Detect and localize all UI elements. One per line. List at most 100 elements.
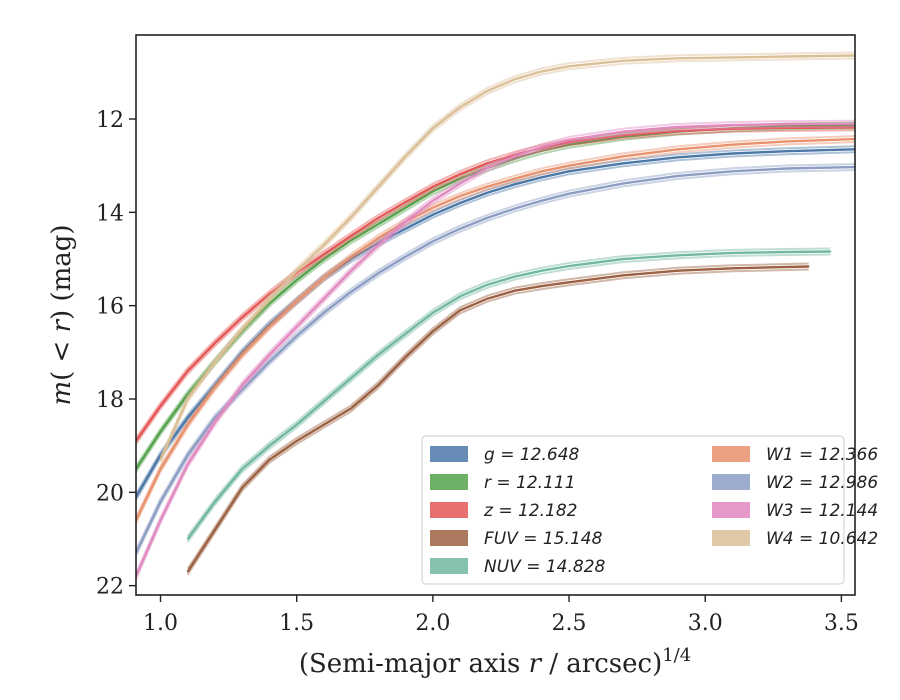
series-point (731, 267, 734, 270)
series-point (268, 293, 271, 295)
series-point (159, 454, 162, 456)
series-point (214, 360, 216, 363)
series-point (350, 234, 352, 237)
series-band-edge (159, 51, 855, 458)
series-point (268, 444, 271, 447)
series-point (432, 190, 434, 193)
series-point (540, 70, 543, 73)
series-point (404, 255, 407, 258)
x-tick-label: 1.0 (143, 611, 178, 636)
legend-swatch (430, 474, 468, 490)
series-point (786, 127, 788, 129)
series-point (241, 468, 244, 470)
series-point (350, 377, 352, 379)
series-point (622, 130, 625, 133)
series-point (807, 265, 810, 268)
series-point (214, 421, 216, 424)
series-point (377, 384, 380, 386)
x-tick-label: 1.5 (279, 611, 314, 636)
series-point (268, 325, 271, 328)
series-point (377, 272, 380, 274)
series-point (214, 386, 216, 389)
series-point (159, 458, 162, 461)
series-point (186, 393, 189, 396)
series-layer (136, 51, 855, 580)
series-point (486, 217, 489, 219)
series-point (186, 454, 189, 456)
x-axis-ticks: 1.0 1.5 2.0 2.5 3.0 3.5 (143, 595, 859, 636)
series-line (136, 148, 855, 498)
series-point (241, 384, 244, 386)
series-point (540, 269, 543, 272)
series-point (350, 269, 352, 272)
series-point (568, 65, 570, 68)
series-point (829, 250, 832, 253)
series-point (459, 173, 461, 175)
series-point (568, 141, 570, 144)
series-point (350, 407, 352, 410)
series-point (486, 185, 489, 188)
series-point (295, 335, 298, 337)
series-band-edge (136, 127, 855, 473)
series-point (404, 227, 407, 230)
series-point (186, 538, 189, 540)
series-point (622, 258, 625, 260)
y-axis-label: m( < r) (mag) (47, 224, 77, 405)
series-band-edge (136, 119, 855, 574)
series-point (186, 463, 189, 466)
series-band-edge (136, 129, 855, 445)
series-point (214, 416, 216, 419)
series-point (186, 570, 189, 573)
series-point (731, 152, 734, 155)
series-point (513, 157, 516, 160)
series-point (350, 255, 352, 258)
y-tick-label: 14 (96, 201, 124, 226)
series-point (377, 244, 380, 246)
series-point (377, 237, 380, 239)
series-band-edge (136, 125, 855, 580)
legend-label: z = 12.182 (483, 501, 577, 521)
series-point (241, 328, 244, 330)
series-point (731, 56, 734, 59)
series-point (677, 156, 679, 159)
series-point (513, 78, 516, 81)
series-point (404, 220, 407, 223)
series-point (731, 143, 734, 146)
series-point (540, 199, 543, 202)
series-point (486, 297, 489, 300)
series-point (459, 195, 461, 197)
series-band-edge (186, 247, 831, 537)
series-point (568, 170, 570, 173)
legend-swatch (712, 502, 750, 518)
series-3 (186, 262, 810, 576)
legend-label: g = 12.648 (484, 445, 580, 465)
series-point (159, 468, 162, 470)
series-point (786, 251, 788, 253)
series-point (677, 254, 679, 257)
series-point (186, 423, 189, 426)
series-point (677, 148, 679, 151)
series-point (323, 276, 325, 279)
series-point (432, 199, 434, 202)
series-point (295, 279, 298, 281)
legend-box (421, 435, 845, 585)
legend-swatch (712, 530, 750, 546)
y-tick-label: 18 (96, 388, 124, 413)
series-point (432, 127, 434, 130)
series-point (568, 192, 570, 195)
series-point (568, 265, 570, 267)
series-point (295, 300, 298, 302)
series-point (677, 175, 679, 177)
series-point (241, 388, 244, 391)
series-point (186, 398, 189, 400)
series-point (786, 140, 788, 143)
series-line (136, 122, 855, 577)
series-4 (186, 247, 832, 543)
series-point (377, 185, 380, 188)
series-point (350, 239, 352, 242)
series-point (268, 360, 271, 363)
series-point (323, 258, 325, 260)
legend-swatch (712, 446, 750, 462)
series-point (241, 486, 244, 489)
series-point (486, 90, 489, 92)
